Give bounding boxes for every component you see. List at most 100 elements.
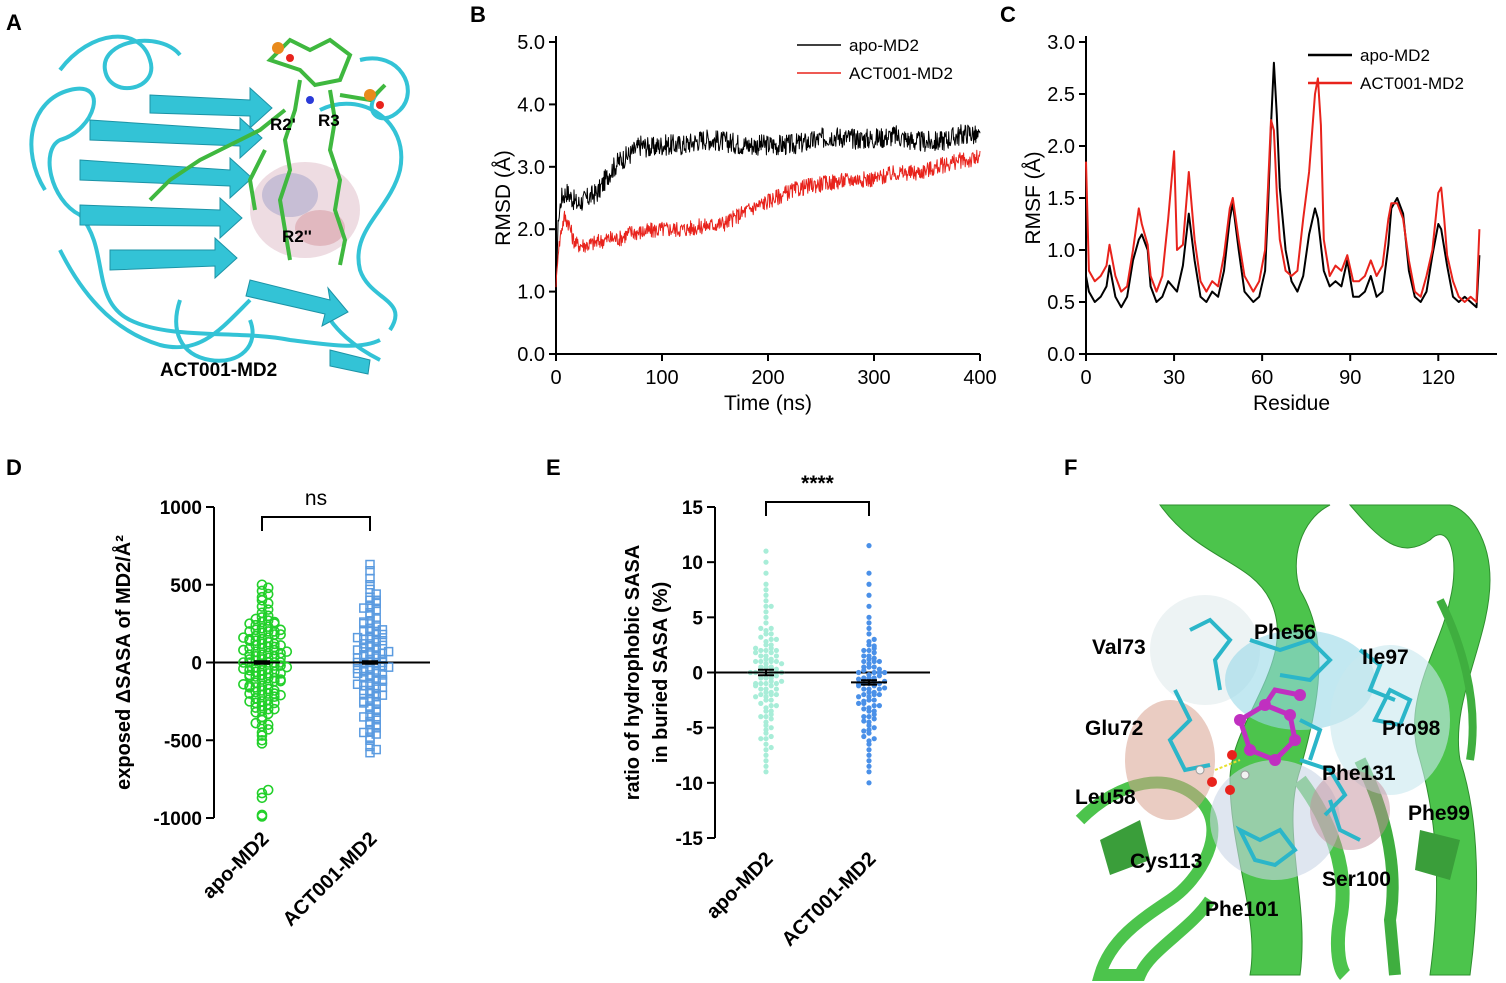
y-tick-label: 15 <box>682 498 704 519</box>
panel-a-letter: A <box>6 10 22 35</box>
series-line-ACT001-MD2 <box>1085 77 1481 303</box>
data-point <box>238 663 249 675</box>
data-point <box>269 616 280 628</box>
data-point <box>371 595 381 606</box>
x-tick-label: 400 <box>963 367 996 389</box>
data-point <box>871 689 877 695</box>
data-point <box>861 714 867 720</box>
data-point <box>871 650 877 656</box>
data-point <box>861 691 867 698</box>
y-tick-label: -1000 <box>153 809 202 830</box>
data-point <box>866 543 872 549</box>
residue-label: Phe99 <box>1408 802 1470 825</box>
x-tick-label: 0 <box>1080 367 1091 389</box>
data-point <box>250 646 262 657</box>
data-point <box>256 787 268 799</box>
data-point <box>763 598 769 604</box>
data-point <box>866 614 872 620</box>
residue-label: Cys113 <box>1130 850 1202 873</box>
data-point <box>758 658 764 665</box>
data-point <box>250 697 262 709</box>
data-point <box>876 658 883 665</box>
data-point <box>763 747 769 753</box>
data-point <box>753 650 759 656</box>
data-point <box>352 632 363 643</box>
data-point <box>244 664 255 676</box>
data-point <box>371 713 381 724</box>
y-tick-label: 4.0 <box>517 94 545 116</box>
data-point <box>866 603 872 609</box>
data-point <box>262 588 274 600</box>
data-point <box>768 636 774 643</box>
data-point <box>250 624 262 636</box>
data-point <box>768 683 774 689</box>
data-point <box>262 610 274 622</box>
data-point <box>882 685 888 691</box>
data-point <box>371 667 381 677</box>
data-point <box>365 580 375 590</box>
x-axis-label: Time (ns) <box>724 392 812 415</box>
x-axis-label: Residue <box>1253 392 1330 415</box>
data-point <box>352 668 363 679</box>
data-point <box>256 612 268 623</box>
data-point <box>281 661 293 673</box>
y-tick-label: 5 <box>692 608 703 629</box>
data-point <box>365 679 375 690</box>
data-point <box>768 725 774 731</box>
data-point <box>763 581 769 587</box>
data-point <box>866 694 872 700</box>
data-point <box>871 664 877 670</box>
data-point <box>866 661 872 667</box>
panel-c-letter: C <box>1000 2 1016 27</box>
data-point <box>768 675 774 681</box>
data-point <box>758 714 764 720</box>
data-point <box>866 747 872 753</box>
data-point <box>763 763 769 769</box>
panel-b-letter: B <box>470 2 486 27</box>
y-tick-label: 3.0 <box>517 157 545 179</box>
data-point <box>244 671 255 682</box>
data-point <box>866 752 872 758</box>
data-point <box>773 703 780 709</box>
data-point <box>866 625 872 631</box>
data-point <box>365 566 375 576</box>
data-point <box>753 694 759 700</box>
data-point <box>244 618 255 629</box>
data-point <box>359 617 369 627</box>
data-point <box>758 664 764 670</box>
data-point <box>371 682 381 693</box>
residue-label: Pro98 <box>1382 717 1441 740</box>
data-point <box>773 673 780 679</box>
data-point <box>773 647 780 654</box>
significance-bracket <box>765 501 870 516</box>
data-point <box>861 728 867 734</box>
panel-c: C 0.0 0.5 1.0 1.5 2.0 2.5 3.0 0 30 60 90 120 Residue… <box>1000 2 1497 415</box>
data-point <box>866 581 872 587</box>
data-point <box>763 627 769 634</box>
data-point <box>866 714 872 720</box>
data-point <box>866 686 872 692</box>
data-point <box>866 672 872 678</box>
data-point <box>856 669 862 676</box>
protein-ribbon-a <box>29 34 410 363</box>
data-point <box>758 647 764 654</box>
data-point <box>763 603 769 609</box>
data-point <box>861 698 867 704</box>
x-tick-label: 90 <box>1339 367 1361 389</box>
residue-labels-f: Val73 Phe56 Ile97 Glu72 Pro98 Phe131 Leu… <box>1075 621 1470 921</box>
panel-e: E -15 -10 -5 0 5 10 15 ratio of hydrophobic SAS… <box>546 455 930 951</box>
data-point <box>871 725 877 731</box>
data-point <box>861 706 867 712</box>
data-point <box>275 660 286 671</box>
data-point <box>768 625 774 631</box>
data-point <box>275 629 286 640</box>
data-point <box>365 601 375 612</box>
residue-label: Ser100 <box>1322 868 1391 891</box>
data-point <box>856 676 862 682</box>
y-tick-label: 1000 <box>160 498 202 519</box>
data-point <box>256 792 268 804</box>
significance-label: ns <box>305 487 327 510</box>
data-point <box>365 695 375 705</box>
y-axis-label: in buried SASA (%) <box>650 582 672 763</box>
